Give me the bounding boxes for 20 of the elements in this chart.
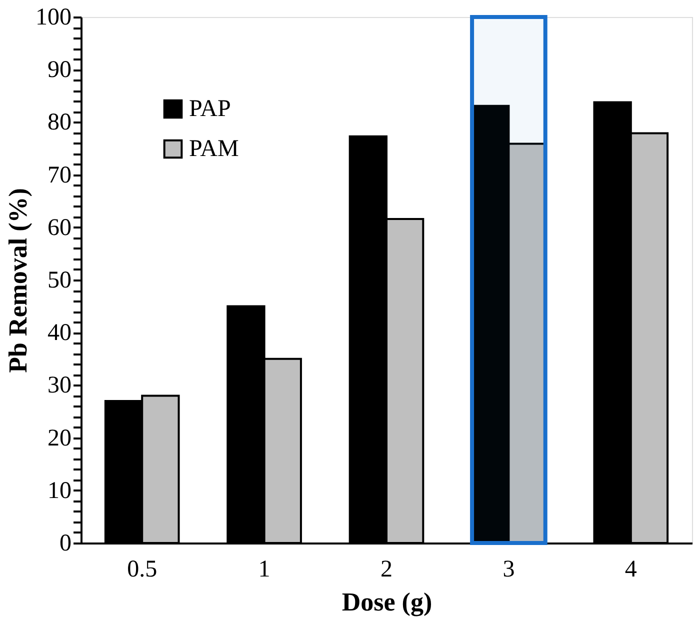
x-tick-label: 4	[624, 556, 637, 582]
y-tick-label: 90	[48, 57, 72, 84]
y-tick-label: 100	[36, 4, 72, 30]
y-tick-label: 80	[48, 110, 72, 136]
y-tick-label: 30	[48, 372, 72, 399]
x-tick-label: 2	[380, 556, 392, 582]
legend-label: PAP	[189, 96, 231, 122]
legend-label: PAM	[189, 136, 239, 162]
y-tick-label: 50	[48, 268, 72, 294]
y-tick-label: 70	[48, 162, 72, 188]
y-axis-title: Pb Removal (%)	[4, 188, 32, 373]
y-tick-label: 40	[48, 320, 72, 346]
y-tick-label: 10	[48, 478, 72, 504]
y-tick-label: 20	[48, 425, 72, 452]
y-tick-label: 0	[60, 530, 72, 556]
x-axis-title: Dose (g)	[342, 588, 432, 616]
y-tick-label: 60	[48, 214, 72, 241]
x-tick-label: 0.5	[127, 556, 158, 582]
x-tick-label: 3	[502, 556, 515, 582]
x-tick-label: 1	[258, 556, 270, 582]
